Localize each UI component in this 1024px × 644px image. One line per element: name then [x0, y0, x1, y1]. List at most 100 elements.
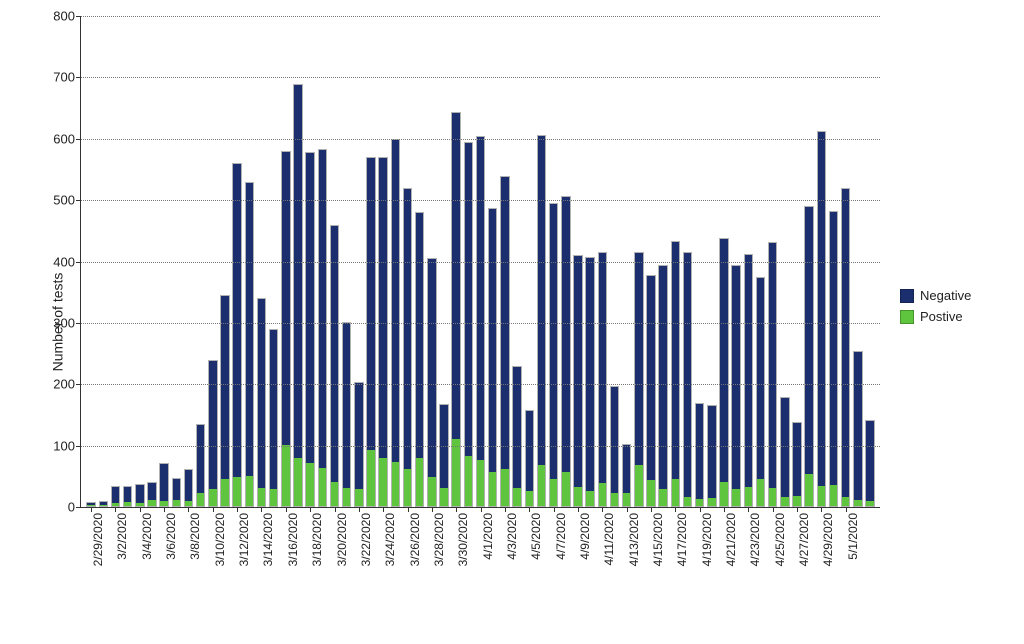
x-tick-mark: [188, 507, 189, 512]
x-tick-label: 4/3/2020: [505, 513, 519, 560]
x-tick-mark: [675, 507, 676, 512]
bar-segment-positive: [136, 503, 143, 506]
stacked-bar: [257, 298, 266, 507]
bar-segment-positive: [306, 463, 313, 506]
stacked-bar: [731, 265, 740, 507]
bar-segment-positive: [477, 460, 484, 506]
legend-swatch-positive: [900, 310, 914, 324]
stacked-bar: [147, 482, 156, 507]
bar-segment-positive: [233, 477, 240, 506]
bar-segment-negative: [209, 361, 216, 489]
stacked-bar: [232, 163, 241, 507]
bar-segment-positive: [343, 488, 350, 506]
stacked-bar: [780, 397, 789, 507]
bar-segment-negative: [112, 487, 119, 503]
bar-segment-negative: [331, 226, 338, 482]
stacked-bar: [598, 252, 607, 507]
x-tick-label: 3/14/2020: [261, 513, 275, 566]
bar-segment-negative: [270, 330, 277, 489]
x-tick-mark: [115, 507, 116, 512]
bar-segment-negative: [379, 158, 386, 459]
stacked-bar: [184, 469, 193, 507]
bar-segment-positive: [793, 496, 800, 506]
bar-segment-negative: [586, 258, 593, 491]
stacked-bar: [415, 212, 424, 507]
bar-segment-negative: [416, 213, 423, 459]
stacked-bar: [768, 242, 777, 507]
x-tick-label: 4/17/2020: [675, 513, 689, 566]
stacked-bar: [573, 255, 582, 507]
bar-segment-positive: [684, 497, 691, 506]
y-tick-label: 200: [53, 377, 81, 392]
bar-segment-positive: [319, 468, 326, 506]
bar-segment-negative: [611, 387, 618, 493]
x-tick-label: 3/18/2020: [310, 513, 324, 566]
bar-segment-negative: [854, 352, 861, 500]
stacked-bar: [622, 444, 631, 507]
bar-segment-positive: [769, 488, 776, 506]
stacked-bar: [366, 157, 375, 507]
bar-segment-negative: [635, 253, 642, 464]
x-tick-label: 4/27/2020: [797, 513, 811, 566]
x-tick-mark: [286, 507, 287, 512]
stacked-bar: [792, 422, 801, 507]
bar-segment-positive: [599, 483, 606, 506]
bar-segment-negative: [574, 256, 581, 486]
stacked-bar: [634, 252, 643, 507]
bar-segment-negative: [404, 189, 411, 470]
stacked-bar: [111, 486, 120, 507]
bar-segment-negative: [282, 152, 289, 445]
x-tick-mark: [383, 507, 384, 512]
bar-segment-positive: [538, 465, 545, 507]
bar-segment-positive: [659, 489, 666, 506]
gridline: [81, 200, 880, 201]
bar-segment-positive: [124, 502, 131, 506]
bar-segment-positive: [428, 477, 435, 506]
stacked-bar: [865, 420, 874, 507]
x-tick-label: 3/22/2020: [359, 513, 373, 566]
x-tick-mark: [310, 507, 311, 512]
bar-segment-positive: [270, 489, 277, 506]
bar-segment-positive: [209, 489, 216, 506]
stacked-bar: [403, 188, 412, 507]
bar-segment-positive: [647, 480, 654, 506]
x-tick-mark: [237, 507, 238, 512]
bar-segment-positive: [258, 488, 265, 506]
bar-segment-negative: [233, 164, 240, 476]
stacked-bar: [269, 329, 278, 507]
bar-segment-negative: [805, 207, 812, 474]
stacked-bar: [476, 136, 485, 507]
bar-segment-negative: [769, 243, 776, 488]
y-tick-label: 500: [53, 193, 81, 208]
stacked-bar: [744, 254, 753, 507]
x-tick-label: 4/7/2020: [554, 513, 568, 560]
plot-area: 2/29/20203/2/20203/4/20203/6/20203/8/202…: [80, 16, 880, 508]
bar-segment-positive: [818, 486, 825, 506]
bar-segment-negative: [781, 398, 788, 497]
stacked-bar: [281, 151, 290, 507]
bar-segment-positive: [635, 465, 642, 506]
x-tick-label: 4/29/2020: [821, 513, 835, 566]
stacked-bar: [841, 188, 850, 507]
bar-segment-positive: [611, 493, 618, 506]
bar-segment-negative: [489, 209, 496, 473]
x-tick-mark: [797, 507, 798, 512]
stacked-bar: [756, 277, 765, 507]
x-tick-mark: [164, 507, 165, 512]
x-tick-mark: [724, 507, 725, 512]
stacked-bar: [378, 157, 387, 507]
x-tick-label: 4/19/2020: [700, 513, 714, 566]
x-tick-mark: [773, 507, 774, 512]
stacked-bar: [537, 135, 546, 507]
bar-segment-negative: [197, 425, 204, 493]
bar-segment-negative: [526, 411, 533, 491]
bar-segment-positive: [379, 458, 386, 506]
gridline: [81, 139, 880, 140]
bar-segment-negative: [696, 404, 703, 499]
stacked-bar: [427, 258, 436, 507]
bar-segment-positive: [623, 493, 630, 506]
x-tick-label: 4/21/2020: [724, 513, 738, 566]
x-tick-mark: [261, 507, 262, 512]
bar-segment-positive: [513, 488, 520, 506]
stacked-bar: [245, 182, 254, 507]
